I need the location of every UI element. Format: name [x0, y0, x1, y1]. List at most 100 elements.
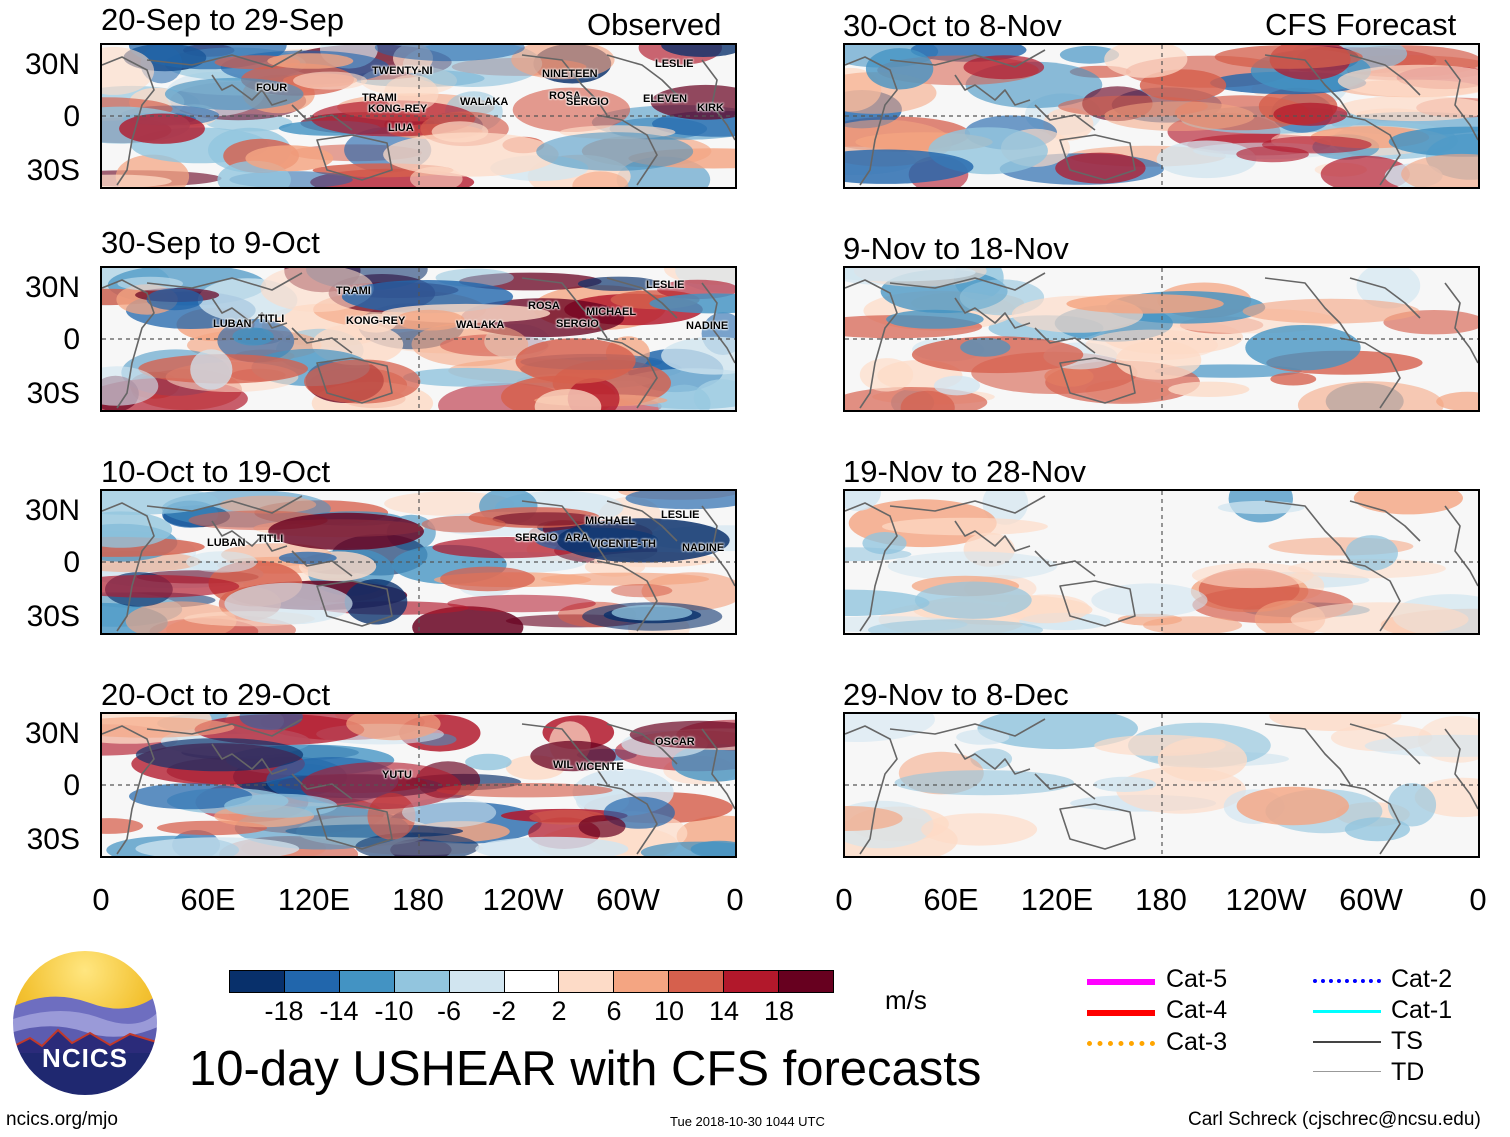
observed-panel-title: 10-Oct to 19-Oct — [101, 454, 331, 489]
storm-label: ROSA — [549, 90, 581, 102]
lon-label: 180 — [392, 882, 444, 917]
shear-field — [102, 45, 735, 187]
lon-label: 180 — [1135, 882, 1187, 917]
storm-label: LESLIE — [646, 279, 685, 291]
logo-text: NCICS — [42, 1043, 128, 1073]
shear-field — [102, 268, 735, 410]
lon-label: 120W — [482, 882, 564, 917]
storm-label: WALAKA — [456, 319, 505, 331]
colorbar-segment — [778, 970, 834, 993]
storm-label: OSCAR — [655, 736, 695, 748]
storm-label: LUBAN — [213, 318, 252, 330]
forecast-map-panel — [843, 43, 1480, 189]
legend-label-cat2: Cat-2 — [1391, 965, 1453, 993]
forecast-panel-title: 9-Nov to 18-Nov — [843, 231, 1069, 266]
legend-label-cat5: Cat-5 — [1166, 965, 1228, 993]
legend-label-ts: TS — [1391, 1027, 1423, 1055]
storm-label: NADINE — [686, 320, 729, 332]
lat-label: 30N — [24, 494, 80, 527]
lon-label: 120E — [1020, 882, 1094, 917]
lon-label: 60W — [596, 882, 660, 917]
observed-map-panel — [100, 489, 737, 635]
colorbar-tick-label: 18 — [763, 996, 795, 1026]
colorbar-segment — [229, 970, 285, 993]
colorbar-tick-label: 6 — [606, 996, 622, 1026]
colorbar-segment — [338, 970, 395, 993]
colorbar-segment — [668, 970, 725, 993]
colorbar — [229, 970, 834, 993]
storm-label: VICENTE-TH — [590, 538, 656, 550]
storm-label: YUTU — [382, 769, 412, 781]
lon-label: 60E — [923, 882, 979, 917]
colorbar-segment — [723, 970, 780, 993]
storm-label: KIRK — [697, 102, 724, 114]
lat-label: 30S — [26, 154, 80, 187]
legend-line-cat1 — [1313, 1010, 1381, 1013]
lat-label: 0 — [63, 769, 80, 802]
storm-label: SERGIO — [556, 318, 599, 330]
colorbar-tick-label: -6 — [436, 996, 461, 1026]
lat-label: 0 — [63, 323, 80, 356]
ncics-logo: NCICS — [10, 948, 160, 1098]
lat-label: 30S — [26, 377, 80, 410]
storm-label: NINETEEN — [542, 68, 598, 80]
shear-field — [102, 714, 735, 856]
observed-map-panel — [100, 266, 737, 412]
forecast-panel-title: 29-Nov to 8-Dec — [843, 677, 1069, 712]
colorbar-tick-label: 14 — [708, 996, 740, 1026]
legend-label-cat1: Cat-1 — [1391, 996, 1453, 1024]
storm-label: TRAMI — [362, 92, 397, 104]
forecast-map-panel — [843, 266, 1480, 412]
footer-credit: Carl Schreck (cjschrec@ncsu.edu) — [1188, 1109, 1481, 1130]
storm-label: FOUR — [256, 82, 288, 94]
colorbar-segment — [448, 970, 505, 993]
colorbar-segment — [558, 970, 615, 993]
lat-label: 30S — [26, 823, 80, 856]
colorbar-units: m/s — [885, 985, 927, 1015]
colorbar-segment — [503, 970, 560, 993]
storm-label: TWENTY-NI — [372, 65, 433, 77]
forecast-label: CFS Forecast — [1265, 7, 1457, 42]
colorbar-tick-label: -10 — [374, 996, 414, 1026]
colorbar-tick-label: -18 — [264, 996, 304, 1026]
shear-field — [845, 491, 1478, 633]
footer-timestamp: Tue 2018-10-30 1044 UTC — [670, 1114, 825, 1129]
storm-label: ARA — [565, 532, 589, 544]
forecast-map-panel — [843, 712, 1480, 858]
footer-url[interactable]: ncics.org/mjo — [6, 1109, 118, 1130]
shear-field — [102, 491, 735, 633]
legend-label-td: TD — [1391, 1058, 1425, 1086]
storm-label: VICENTE — [576, 761, 624, 773]
storm-label: MICHAEL — [585, 515, 636, 527]
lon-label: 60E — [180, 882, 236, 917]
storm-label: WALAKA — [460, 96, 509, 108]
shear-field — [845, 45, 1478, 187]
storm-label: TITLI — [257, 533, 284, 545]
observed-panel-title: 20-Oct to 29-Oct — [101, 677, 331, 712]
legend-label-cat3: Cat-3 — [1166, 1028, 1228, 1056]
lat-label: 0 — [63, 546, 80, 579]
storm-label: LUBAN — [207, 537, 246, 549]
storm-label: LESLIE — [655, 58, 694, 70]
lat-label: 30S — [26, 600, 80, 633]
legend-line-cat3 — [1087, 1041, 1155, 1046]
shear-field — [845, 268, 1478, 410]
colorbar-tick-label: -14 — [319, 996, 359, 1026]
observed-label: Observed — [587, 7, 722, 42]
lon-label: 120E — [277, 882, 351, 917]
observed-panel-title: 20-Sep to 29-Sep — [101, 2, 345, 37]
observed-panel-title: 30-Sep to 9-Oct — [101, 225, 320, 260]
forecast-panel-title: 19-Nov to 28-Nov — [843, 454, 1086, 489]
storm-label: ELEVEN — [643, 93, 688, 105]
storm-label: ROSA — [528, 300, 560, 312]
storm-label: KONG-REY — [346, 315, 406, 327]
forecast-panel-title: 30-Oct to 8-Nov — [843, 8, 1062, 43]
lon-label: 120W — [1225, 882, 1307, 917]
observed-map-panel — [100, 43, 737, 189]
lat-label: 30N — [24, 271, 80, 304]
storm-label: MICHAEL — [586, 306, 637, 318]
storm-label: LESLIE — [661, 509, 700, 521]
colorbar-segment — [283, 970, 340, 993]
storm-label: SERGIO — [515, 532, 558, 544]
lat-label: 30N — [24, 48, 80, 81]
